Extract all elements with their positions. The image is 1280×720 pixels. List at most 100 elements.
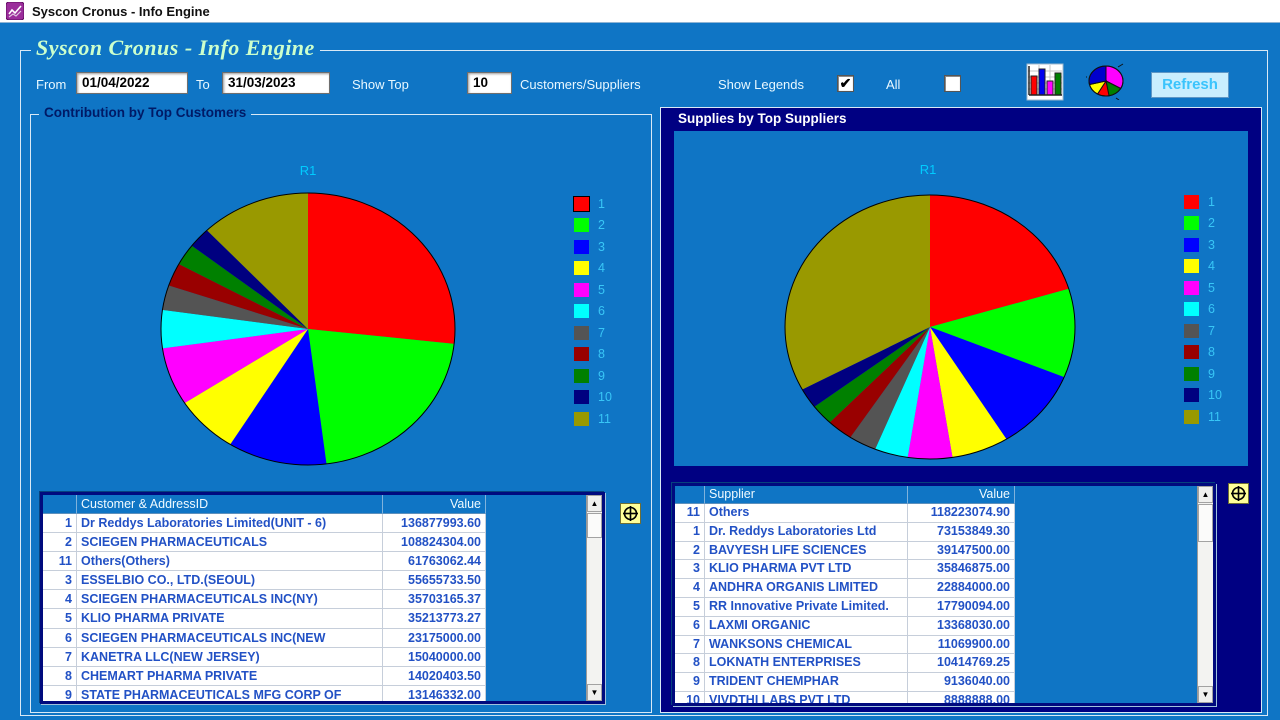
to-date-input[interactable]: 31/03/2023 bbox=[222, 72, 330, 94]
window-title: Syscon Cronus - Info Engine bbox=[32, 3, 210, 19]
legend-item: 1 bbox=[573, 193, 612, 215]
table-cell: 4 bbox=[43, 590, 77, 610]
show-top-input[interactable]: 10 bbox=[467, 72, 512, 94]
table-row[interactable]: 5 RR Innovative Private Limited. 17790094.… bbox=[675, 597, 1197, 617]
table-cell: 14020403.50 bbox=[383, 666, 486, 686]
window-titlebar: Syscon Cronus - Info Engine bbox=[0, 0, 1280, 23]
scrollbar-thumb[interactable] bbox=[1198, 504, 1213, 542]
suppliers-table-scrollbar[interactable]: ▲ ▼ bbox=[1197, 486, 1213, 703]
table-header-cell bbox=[675, 486, 705, 504]
legend-label: 11 bbox=[598, 411, 611, 426]
legend-item: 3 bbox=[1184, 234, 1222, 256]
legend-label: 3 bbox=[1208, 237, 1215, 252]
legend-item: 11 bbox=[1184, 406, 1222, 428]
main-groupbox-title: Syscon Cronus - Info Engine bbox=[31, 35, 320, 61]
legend-swatch bbox=[1184, 409, 1199, 424]
table-row[interactable]: 9 STATE PHARMACEUTICALS MFG CORP OF 131463… bbox=[43, 685, 586, 701]
table-row[interactable]: 2 SCIEGEN PHARMACEUTICALS 108824304.00 bbox=[43, 533, 586, 553]
table-cell: 17790094.00 bbox=[908, 597, 1015, 617]
table-row[interactable]: 2 BAVYESH LIFE SCIENCES 39147500.00 bbox=[675, 541, 1197, 561]
table-row[interactable]: 3 ESSELBIO CO., LTD.(SEOUL) 55655733.50 bbox=[43, 571, 586, 591]
pie-slice-9 bbox=[814, 327, 930, 423]
all-checkbox[interactable] bbox=[944, 75, 961, 92]
table-row[interactable]: 7 WANKSONS CHEMICAL 11069900.00 bbox=[675, 635, 1197, 655]
legend-item: 3 bbox=[574, 236, 612, 258]
pie-slice-5 bbox=[162, 329, 308, 403]
table-row[interactable]: 8 LOKNATH ENTERPRISES 10414769.25 bbox=[675, 654, 1197, 674]
legend-label: 11 bbox=[1208, 409, 1221, 424]
table-row[interactable]: 3 KLIO PHARMA PVT LTD 35846875.00 bbox=[675, 560, 1197, 580]
pie-outline bbox=[160, 192, 456, 466]
table-cell: 2 bbox=[43, 533, 77, 553]
table-cell: STATE PHARMACEUTICALS MFG CORP OF bbox=[77, 685, 383, 701]
table-cell: 55655733.50 bbox=[383, 571, 486, 591]
legend-swatch bbox=[574, 261, 589, 276]
table-cell: Others(Others) bbox=[77, 552, 383, 572]
table-cell: Dr. Reddys Laboratories Ltd bbox=[705, 522, 908, 542]
customers-suppliers-label: Customers/Suppliers bbox=[520, 77, 641, 92]
scroll-down-icon[interactable]: ▼ bbox=[587, 684, 602, 701]
scroll-up-icon[interactable]: ▲ bbox=[587, 495, 602, 512]
table-header-cell: Value bbox=[908, 486, 1015, 504]
table-row[interactable]: 8 CHEMART PHARMA PRIVATE 14020403.50 bbox=[43, 666, 586, 686]
table-row[interactable]: 9 TRIDENT CHEMPHAR 9136040.00 bbox=[675, 673, 1197, 692]
legend-label: 9 bbox=[598, 368, 605, 383]
table-row[interactable]: 6 LAXMI ORGANIC 13368030.00 bbox=[675, 616, 1197, 636]
table-row[interactable]: 4 ANDHRA ORGANIS LIMITED 22884000.00 bbox=[675, 579, 1197, 598]
table-row[interactable]: 5 KLIO PHARMA PRIVATE 35213773.27 bbox=[43, 609, 586, 629]
legend-swatch bbox=[573, 195, 590, 212]
table-row[interactable]: 1 Dr Reddys Laboratories Limited(UNIT - 6… bbox=[43, 514, 586, 534]
pie-slice-8 bbox=[168, 264, 308, 329]
table-row[interactable]: 11 Others 118223074.90 bbox=[675, 504, 1197, 523]
table-cell: 1 bbox=[43, 514, 77, 534]
table-cell: 10 bbox=[675, 691, 705, 703]
legend-label: 9 bbox=[1208, 366, 1215, 381]
legend-label: 4 bbox=[1208, 259, 1215, 274]
scroll-down-icon[interactable]: ▼ bbox=[1198, 686, 1213, 703]
table-row[interactable]: 1 Dr. Reddys Laboratories Ltd 73153849.30 bbox=[675, 522, 1197, 542]
show-legends-checkbox[interactable]: ✔ bbox=[837, 75, 854, 92]
zoom-plus-icon bbox=[622, 505, 639, 522]
scrollbar-thumb[interactable] bbox=[587, 513, 602, 538]
table-cell: 15040000.00 bbox=[383, 647, 486, 667]
pie-slice-10 bbox=[191, 230, 308, 329]
table-row[interactable]: 6 SCIEGEN PHARMACEUTICALS INC(NEW 23175000… bbox=[43, 628, 586, 648]
legend-swatch bbox=[574, 239, 589, 254]
legend-item: 2 bbox=[1184, 213, 1222, 235]
pie-slice-2 bbox=[308, 329, 455, 464]
zoom-plus-icon bbox=[1230, 485, 1247, 502]
table-cell: 11 bbox=[43, 552, 77, 572]
table-cell: 73153849.30 bbox=[908, 522, 1015, 542]
bar-chart-button[interactable] bbox=[1026, 63, 1064, 106]
legend-swatch bbox=[1184, 302, 1199, 317]
pie-slice-6 bbox=[875, 327, 930, 458]
table-cell: KANETRA LLC(NEW JERSEY) bbox=[77, 647, 383, 667]
table-row[interactable]: 7 KANETRA LLC(NEW JERSEY) 15040000.00 bbox=[43, 647, 586, 667]
suppliers-table-zoom-button[interactable] bbox=[1228, 483, 1249, 504]
customers-pie-chart bbox=[160, 192, 456, 466]
from-date-input[interactable]: 01/04/2022 bbox=[76, 72, 188, 94]
scroll-up-icon[interactable]: ▲ bbox=[1198, 486, 1213, 503]
customers-table-scrollbar[interactable]: ▲ ▼ bbox=[586, 495, 602, 701]
pie-slice-9 bbox=[178, 245, 308, 329]
table-row[interactable]: 11 Others(Others) 61763062.44 bbox=[43, 552, 586, 572]
table-header-cell: Customer & AddressID bbox=[77, 495, 383, 514]
table-row[interactable]: 4 SCIEGEN PHARMACEUTICALS INC(NY) 35703165… bbox=[43, 590, 586, 610]
legend-item: 8 bbox=[574, 344, 612, 366]
legend-swatch bbox=[1184, 366, 1199, 381]
pie-slice-11 bbox=[785, 195, 930, 390]
pie-chart-button[interactable] bbox=[1086, 62, 1126, 105]
table-cell: ESSELBIO CO., LTD.(SEOUL) bbox=[77, 571, 383, 591]
table-header-row: Supplier Value bbox=[675, 486, 1197, 504]
table-cell: ANDHRA ORGANIS LIMITED bbox=[705, 579, 908, 598]
refresh-button[interactable]: Refresh bbox=[1151, 72, 1229, 98]
pie-slice-3 bbox=[930, 327, 1065, 440]
table-cell: LOKNATH ENTERPRISES bbox=[705, 654, 908, 674]
customers-table-zoom-button[interactable] bbox=[620, 503, 641, 524]
legend-label: 10 bbox=[598, 390, 612, 405]
table-cell: 35213773.27 bbox=[383, 609, 486, 629]
table-cell: 6 bbox=[675, 616, 705, 636]
table-row[interactable]: 10 VIVDTHI LABS PVT LTD 8888888.00 bbox=[675, 691, 1197, 703]
table-cell: 35846875.00 bbox=[908, 560, 1015, 580]
legend-item: 8 bbox=[1184, 342, 1222, 364]
